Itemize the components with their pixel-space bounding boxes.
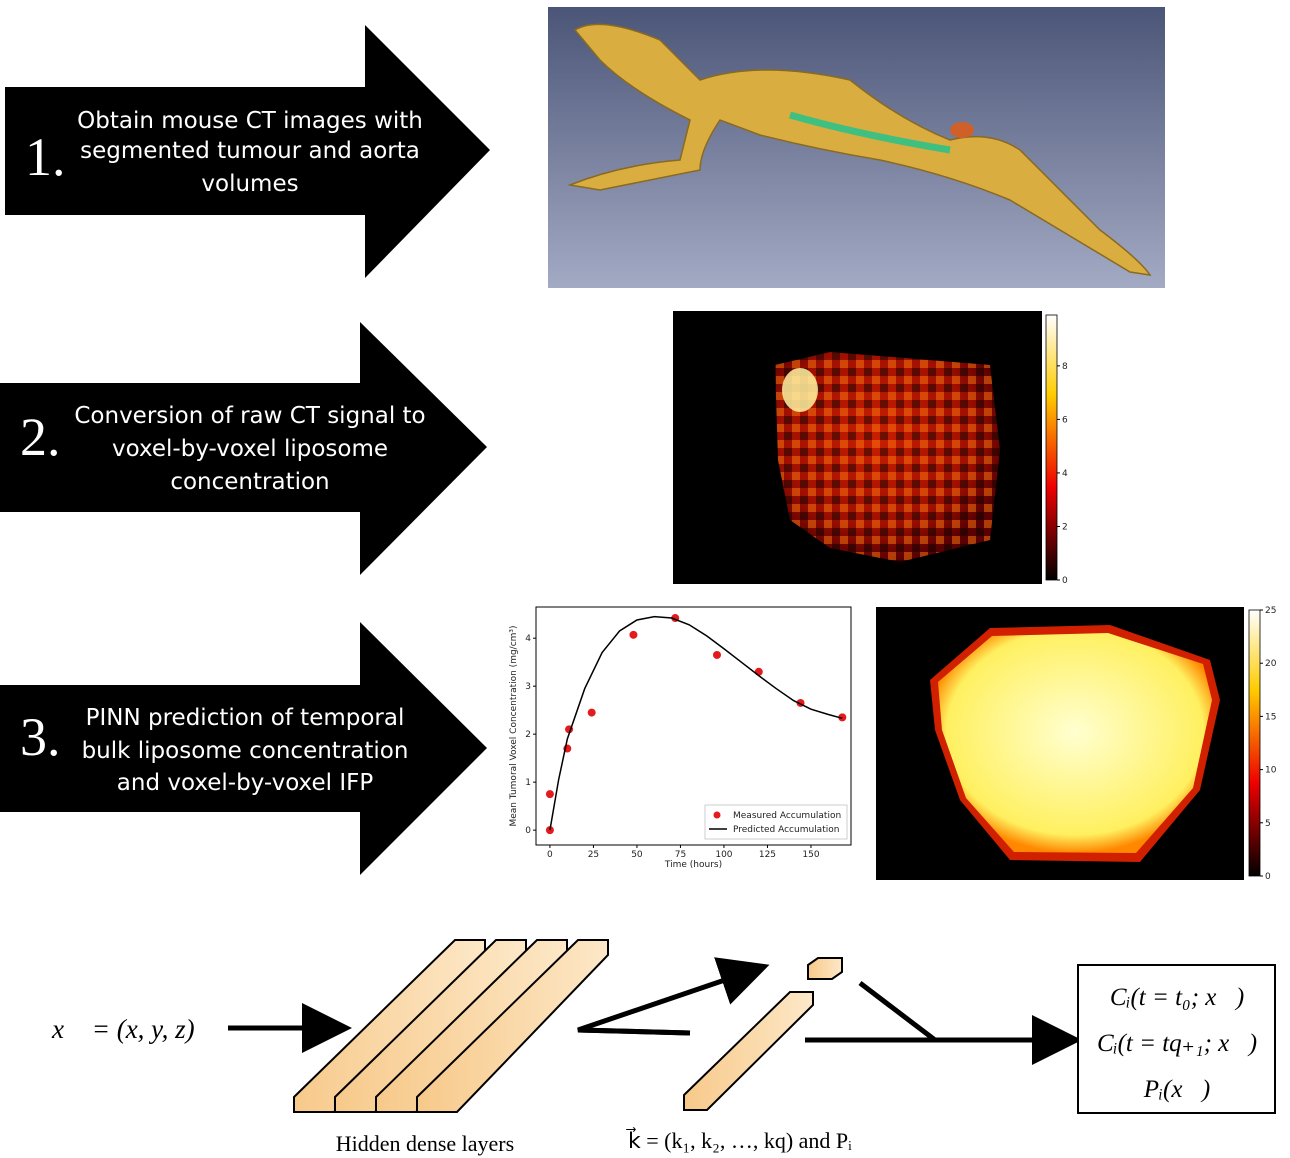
output-label: Cᵢ(t = t₀; x⃗) xyxy=(1110,984,1244,1011)
legend-label: Predicted Accumulation xyxy=(733,825,839,835)
colorbar-tick-label: 4 xyxy=(1062,469,1068,479)
colorbar-tick-label: 5 xyxy=(1265,819,1271,829)
colorbar-tick-label: 15 xyxy=(1265,712,1276,722)
step-text: PINN prediction of temporal xyxy=(86,705,405,731)
ct-image xyxy=(548,7,1165,288)
x-tick-label: 50 xyxy=(631,850,643,860)
network-diagram: x⃗ = (x, y, z) Hidden dense layers k⃗ = (k… xyxy=(51,940,1275,1156)
step-number: 3. xyxy=(20,707,61,767)
x-tick-label: 125 xyxy=(759,850,776,860)
legend-marker xyxy=(714,812,721,819)
data-point xyxy=(546,790,554,798)
data-point xyxy=(588,709,596,717)
colorbar xyxy=(1046,315,1057,580)
y-tick-label: 1 xyxy=(525,778,531,788)
colorbar-tick-label: 6 xyxy=(1062,415,1068,425)
x-tick-label: 150 xyxy=(802,850,819,860)
x-tick-label: 25 xyxy=(588,850,599,860)
y-tick-label: 0 xyxy=(525,826,531,836)
y-tick-label: 2 xyxy=(525,730,531,740)
y-axis-label: Mean Tumoral Voxel Concentration (mg/cm³… xyxy=(509,625,519,826)
data-point xyxy=(629,631,637,639)
hidden-label: Hidden dense layers xyxy=(336,1131,514,1156)
x-tick-label: 100 xyxy=(715,850,732,860)
colorbar-tick-label: 8 xyxy=(1062,362,1068,372)
y-tick-label: 4 xyxy=(525,634,531,644)
y-tick-label: 3 xyxy=(525,682,531,692)
x-tick-label: 75 xyxy=(675,850,686,860)
data-point xyxy=(755,668,763,676)
step-text: Conversion of raw CT signal to xyxy=(74,403,425,429)
step-text: voxel-by-voxel liposome xyxy=(112,436,388,462)
data-point xyxy=(713,651,721,659)
colorbar-tick-label: 10 xyxy=(1265,766,1277,776)
colorbar xyxy=(1249,610,1260,876)
params-label: k⃗ = (k₁, k₂, …, kq) and Pᵢ xyxy=(625,1127,852,1153)
legend-label: Measured Accumulation xyxy=(733,811,841,821)
colorbar-tick-label: 2 xyxy=(1062,522,1068,532)
colorbar-tick-label: 0 xyxy=(1062,576,1068,586)
output-label: Pᵢ(x⃗) xyxy=(1143,1076,1210,1103)
line-chart: 0 25 50 75 100 125 150 0 1 2 3 4 Time (hours) Mean Tu… xyxy=(509,607,851,870)
colorbar-tick-label: 20 xyxy=(1265,659,1277,669)
x-tick-label: 0 xyxy=(547,850,553,860)
step-text: concentration xyxy=(170,469,329,495)
step-text: volumes xyxy=(201,171,298,197)
x-axis-label: Time (hours) xyxy=(664,860,722,870)
figure: x⃗ = (x, y, z) Hidden dense layers k⃗ = (k… xyxy=(0,0,1290,1158)
colorbar-tick-label: 25 xyxy=(1265,606,1276,616)
step-text: bulk liposome concentration xyxy=(82,738,409,764)
step-number: 2. xyxy=(20,407,61,467)
step-text: segmented tumour and aorta xyxy=(80,138,420,164)
output-label: Cᵢ(t = tq₊₁; x⃗) xyxy=(1097,1030,1257,1057)
step-number: 1. xyxy=(25,127,66,187)
colorbar-tick-label: 0 xyxy=(1265,872,1271,882)
heatmap-1 xyxy=(673,311,1042,584)
heatmap-2 xyxy=(876,607,1244,880)
step-text: and voxel-by-voxel IFP xyxy=(117,770,374,796)
step-text: Obtain mouse CT images with xyxy=(77,108,423,134)
input-label: x⃗ = (x, y, z) xyxy=(51,1014,195,1044)
